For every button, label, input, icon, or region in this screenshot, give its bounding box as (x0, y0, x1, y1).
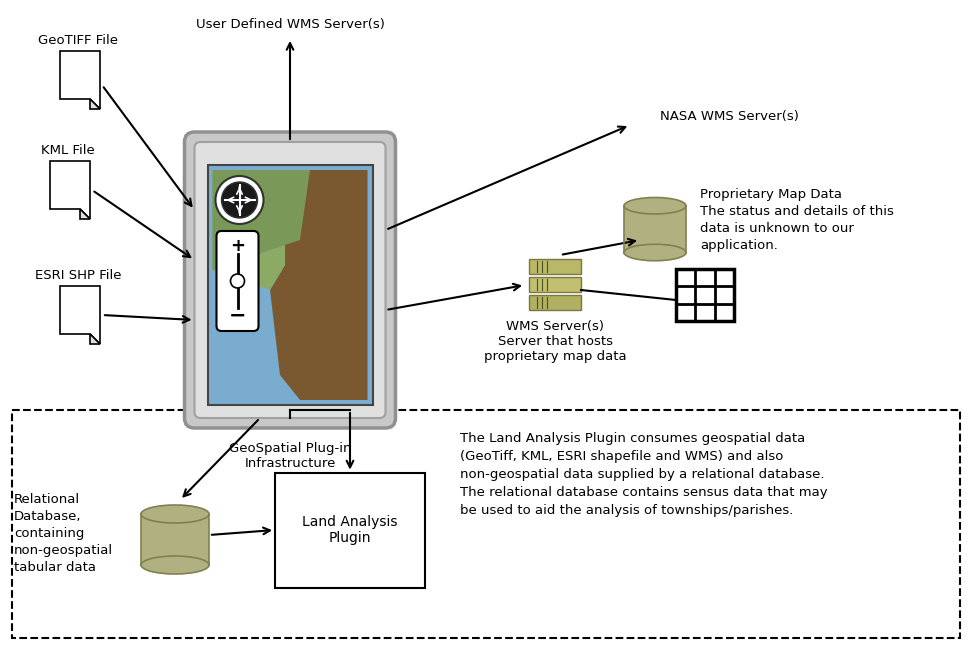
Bar (676, 269, 734, 321)
Ellipse shape (624, 197, 686, 214)
Text: +: + (230, 237, 245, 255)
FancyBboxPatch shape (216, 231, 258, 331)
Circle shape (230, 274, 245, 288)
FancyBboxPatch shape (529, 295, 581, 310)
Text: WMS Server(s)
Server that hosts
proprietary map data: WMS Server(s) Server that hosts propriet… (484, 320, 626, 363)
FancyBboxPatch shape (184, 132, 396, 428)
Text: GeoTIFF File: GeoTIFF File (38, 34, 118, 47)
FancyBboxPatch shape (529, 259, 581, 274)
Text: Land Analysis
Plugin: Land Analysis Plugin (302, 515, 398, 545)
Text: NASA WMS Server(s): NASA WMS Server(s) (660, 110, 799, 123)
Circle shape (221, 182, 257, 218)
Bar (141, 514, 209, 565)
FancyBboxPatch shape (208, 165, 372, 405)
Bar (12, 410, 960, 638)
Text: GeoSpatial Plug-in
Infrastructure: GeoSpatial Plug-in Infrastructure (229, 442, 351, 470)
Polygon shape (213, 170, 285, 290)
Text: Relational
Database,
containing
non-geospatial
tabular data: Relational Database, containing non-geos… (14, 493, 113, 574)
Ellipse shape (141, 556, 209, 574)
Ellipse shape (624, 244, 686, 261)
Text: KML File: KML File (41, 144, 95, 157)
Polygon shape (213, 170, 310, 270)
Polygon shape (60, 286, 100, 344)
Bar (275, 473, 425, 588)
Polygon shape (80, 209, 90, 219)
Text: ESRI SHP File: ESRI SHP File (35, 269, 121, 282)
FancyBboxPatch shape (194, 142, 385, 418)
Text: Proprietary Map Data
The status and details of this
data is unknown to our
appli: Proprietary Map Data The status and deta… (700, 188, 894, 252)
Bar (624, 206, 686, 253)
Text: −: − (229, 306, 247, 326)
Text: User Defined WMS Server(s): User Defined WMS Server(s) (196, 18, 384, 31)
Polygon shape (50, 161, 90, 219)
Polygon shape (90, 99, 100, 109)
Polygon shape (270, 170, 368, 400)
Polygon shape (60, 51, 100, 109)
Circle shape (215, 176, 263, 224)
Ellipse shape (141, 505, 209, 523)
Polygon shape (90, 334, 100, 344)
FancyBboxPatch shape (529, 277, 581, 292)
Text: The Land Analysis Plugin consumes geospatial data
(GeoTiff, KML, ESRI shapefile : The Land Analysis Plugin consumes geospa… (460, 432, 828, 517)
